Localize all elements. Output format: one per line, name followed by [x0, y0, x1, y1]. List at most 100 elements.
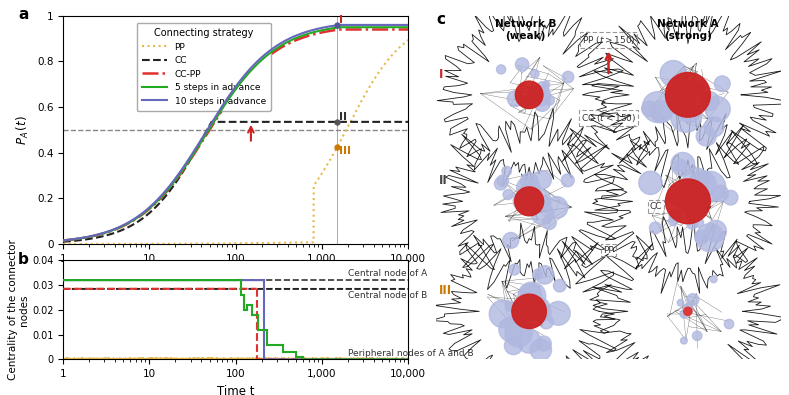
- Circle shape: [518, 282, 546, 310]
- Text: I: I: [339, 15, 343, 25]
- Circle shape: [505, 301, 515, 311]
- CC: [360, 120, 369, 124]
- Circle shape: [530, 190, 551, 210]
- Circle shape: [530, 339, 552, 360]
- PP: [403, 38, 413, 42]
- Circle shape: [668, 217, 678, 226]
- Circle shape: [694, 171, 726, 202]
- 5 steps in advance: [191, 149, 200, 153]
- Circle shape: [675, 87, 692, 105]
- Circle shape: [696, 224, 724, 252]
- Text: CC ($t<150$): CC ($t<150$): [581, 112, 636, 124]
- Circle shape: [533, 269, 543, 279]
- Circle shape: [669, 210, 681, 222]
- Circle shape: [561, 174, 574, 187]
- Circle shape: [536, 266, 554, 284]
- Text: I: I: [439, 68, 443, 81]
- 10 steps in advance: [98, 231, 107, 235]
- PP: [360, 94, 369, 98]
- Circle shape: [515, 58, 529, 71]
- Circle shape: [543, 81, 550, 88]
- CC: [207, 120, 216, 124]
- Circle shape: [499, 317, 524, 342]
- Line: 5 steps in advance: 5 steps in advance: [63, 27, 408, 241]
- Circle shape: [684, 85, 699, 100]
- Text: Network A
(strong): Network A (strong): [657, 19, 719, 41]
- Line: 10 steps in advance: 10 steps in advance: [63, 25, 408, 241]
- Circle shape: [694, 218, 704, 227]
- CC-PP: [335, 27, 344, 32]
- Circle shape: [497, 175, 509, 186]
- CC: [397, 120, 406, 124]
- Circle shape: [532, 199, 539, 207]
- Circle shape: [724, 190, 738, 205]
- Circle shape: [521, 284, 541, 305]
- Circle shape: [666, 87, 694, 115]
- Circle shape: [705, 97, 731, 122]
- Circle shape: [513, 190, 534, 211]
- Circle shape: [563, 71, 574, 83]
- Circle shape: [537, 82, 549, 94]
- Circle shape: [679, 101, 701, 122]
- Circle shape: [712, 185, 728, 201]
- Y-axis label: Centrality of the connector
nodes: Centrality of the connector nodes: [8, 239, 29, 380]
- 5 steps in advance: [98, 231, 107, 236]
- CC-PP: [191, 150, 200, 154]
- Text: II: II: [339, 112, 347, 122]
- Circle shape: [514, 193, 531, 209]
- Circle shape: [539, 315, 553, 329]
- Circle shape: [673, 80, 694, 100]
- Circle shape: [516, 295, 541, 320]
- 10 steps in advance: [403, 23, 413, 27]
- Circle shape: [689, 171, 716, 198]
- 5 steps in advance: [58, 238, 68, 243]
- Circle shape: [502, 166, 511, 176]
- Circle shape: [660, 60, 686, 87]
- Text: II: II: [439, 174, 448, 187]
- PP: [118, 241, 128, 246]
- Text: PP: PP: [603, 246, 614, 255]
- 10 steps in advance: [397, 23, 406, 27]
- Circle shape: [512, 294, 546, 329]
- Circle shape: [509, 264, 520, 275]
- Circle shape: [710, 276, 717, 283]
- Circle shape: [642, 92, 674, 122]
- CC-PP: [206, 126, 215, 131]
- CC: [403, 120, 413, 124]
- CC: [58, 239, 68, 244]
- Text: Network B
(weak): Network B (weak): [495, 19, 556, 41]
- CC: [206, 121, 215, 126]
- Text: Central node of B: Central node of B: [348, 291, 427, 300]
- Circle shape: [503, 233, 519, 248]
- Circle shape: [694, 230, 709, 244]
- Circle shape: [525, 94, 535, 105]
- Circle shape: [544, 96, 555, 105]
- Circle shape: [514, 187, 544, 216]
- Circle shape: [489, 300, 517, 328]
- Line: PP: PP: [63, 40, 408, 244]
- 5 steps in advance: [360, 25, 369, 30]
- Circle shape: [674, 159, 687, 172]
- CC-PP: [58, 238, 68, 243]
- Text: PP ($t>150$): PP ($t>150$): [581, 34, 635, 46]
- PP: [397, 43, 406, 48]
- Circle shape: [671, 101, 701, 132]
- Circle shape: [503, 190, 513, 199]
- Circle shape: [681, 185, 694, 198]
- Circle shape: [531, 202, 554, 225]
- Circle shape: [687, 218, 697, 229]
- Circle shape: [705, 117, 724, 137]
- Text: b: b: [18, 252, 29, 267]
- Circle shape: [521, 173, 538, 190]
- Circle shape: [667, 185, 688, 205]
- Circle shape: [531, 70, 539, 78]
- Circle shape: [534, 95, 550, 111]
- Circle shape: [677, 299, 684, 306]
- Circle shape: [495, 177, 507, 190]
- Text: III: III: [339, 146, 351, 156]
- Circle shape: [515, 81, 543, 109]
- Circle shape: [700, 92, 719, 111]
- Circle shape: [641, 101, 656, 117]
- Circle shape: [639, 171, 662, 194]
- Circle shape: [505, 320, 533, 347]
